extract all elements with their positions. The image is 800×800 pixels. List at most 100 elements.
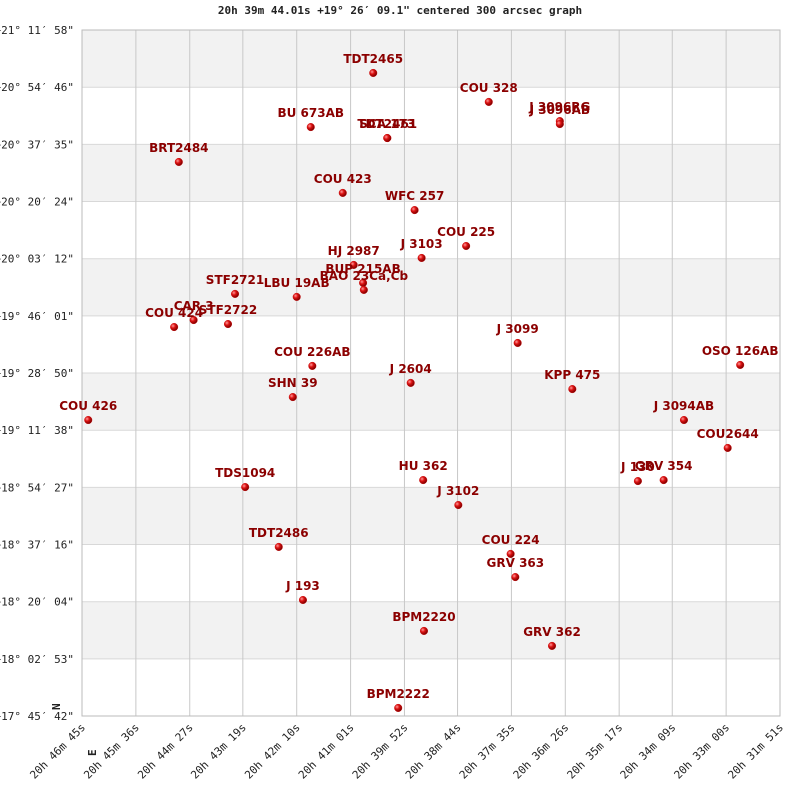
star-label: J 2604	[389, 362, 432, 376]
star-point	[419, 476, 428, 485]
band	[82, 487, 780, 545]
star-point	[736, 360, 745, 369]
star-label: BUP 215AB	[325, 262, 400, 276]
band	[82, 601, 780, 659]
y-tick-label: +20° 37′ 35"	[0, 138, 74, 151]
star-label: HJ 2987	[328, 244, 380, 258]
y-tick-label: +18° 02′ 53"	[0, 653, 74, 666]
star-point	[462, 241, 471, 250]
star-point	[349, 260, 358, 269]
star-point	[394, 703, 403, 712]
star-label: J 3094AB	[653, 399, 714, 413]
star-point	[338, 188, 347, 197]
star-label: GRV 354	[635, 459, 693, 473]
band	[82, 372, 780, 431]
star-point	[548, 641, 557, 650]
star-label: J 3102	[436, 484, 479, 498]
star-label: J 3096RG	[528, 100, 590, 114]
star-point	[410, 206, 419, 215]
star-point	[306, 123, 315, 132]
star-point	[224, 320, 233, 329]
x-tick-label: 20h 37m 35s	[457, 721, 518, 782]
star-point	[292, 292, 301, 301]
x-tick-label: 20h 46m 45s	[27, 721, 88, 782]
x-tick-label: 20h 41m 01s	[296, 721, 357, 782]
star-point	[274, 542, 283, 551]
star-label: TDS1094	[215, 466, 275, 480]
star-point	[189, 316, 198, 325]
star-label: LBU 19AB	[264, 276, 330, 290]
star-label: SCA 173	[359, 117, 415, 131]
star-point	[511, 573, 520, 582]
band	[82, 144, 780, 202]
chart-title: 20h 39m 44.01s +19° 26′ 09.1" centered 3…	[218, 4, 582, 17]
y-tick-label: +19° 11′ 38"	[0, 424, 74, 437]
plot-frame	[81, 29, 781, 717]
star-label: BRT2484	[149, 141, 208, 155]
star-label: CAR 3	[174, 299, 214, 313]
star-label: COU 424	[145, 306, 203, 320]
bands	[82, 30, 780, 659]
star-label: COU2644	[697, 427, 759, 441]
star-point	[369, 68, 378, 77]
star-label: BPM2220	[392, 610, 455, 624]
x-tick-label: 20h 33m 00s	[672, 721, 733, 782]
star-point	[298, 596, 307, 605]
star-point	[383, 134, 392, 143]
star-point	[170, 323, 179, 332]
star-point	[359, 285, 368, 294]
star-label: OSO 126AB	[702, 344, 779, 358]
star-point	[288, 393, 297, 402]
band	[82, 30, 780, 88]
x-tick-label: 20h 36m 26s	[511, 721, 572, 782]
y-tick-label: +19° 46′ 01"	[0, 310, 74, 323]
star-point	[84, 416, 93, 425]
star-point	[174, 157, 183, 166]
y-tick-label: +20° 20′ 24"	[0, 195, 74, 208]
star-point	[633, 477, 642, 486]
star-label: STF2721	[206, 273, 264, 287]
star-label: HU 362	[399, 459, 448, 473]
compass-east: E	[86, 749, 99, 756]
x-tick-label: 20h 38m 44s	[403, 721, 464, 782]
x-tick-label: 20h 39m 52s	[350, 721, 411, 782]
band	[82, 258, 780, 316]
star-label: J 130	[620, 460, 655, 474]
star-label: J 3099	[496, 322, 539, 336]
star-label: GRV 363	[487, 556, 545, 570]
y-tick-label: +20° 54′ 46"	[0, 81, 74, 94]
star-label: BU 673AB	[277, 106, 344, 120]
star-point	[568, 385, 577, 394]
star-label: COU 224	[482, 533, 540, 547]
x-tick-label: 20h 35m 17s	[565, 721, 626, 782]
x-tick-label: 20h 42m 10s	[242, 721, 303, 782]
y-tick-label: +18° 37′ 16"	[0, 539, 74, 552]
star-label: COU 426	[59, 399, 117, 413]
star-point	[659, 476, 668, 485]
star-label: COU 423	[314, 172, 372, 186]
y-tick-label: +19° 28′ 50"	[0, 367, 74, 380]
star-point	[308, 361, 317, 370]
star-label: WFC 257	[385, 189, 444, 203]
y-tick-label: +21° 11′ 58"	[0, 24, 74, 37]
star-point	[406, 378, 415, 387]
star-label: COU 225	[437, 225, 495, 239]
star-point	[555, 120, 564, 129]
y-tick-label: +20° 03′ 12"	[0, 253, 74, 266]
x-tick-label: 20h 44m 27s	[135, 721, 196, 782]
star-label: J 3096AB	[529, 103, 590, 117]
star-point	[241, 483, 250, 492]
star-point	[679, 416, 688, 425]
x-tick-label: 20h 34m 09s	[618, 721, 679, 782]
star-label: TDT2486	[249, 526, 309, 540]
x-tick-label: 20h 43m 19s	[188, 721, 249, 782]
x-tick-label: 20h 31m 51s	[725, 721, 786, 782]
star-label: TDT2465	[343, 52, 403, 66]
star-point	[513, 338, 522, 347]
star-label: STF2722	[199, 303, 257, 317]
y-tick-label: +18° 54′ 27"	[0, 481, 74, 494]
star-label: GRV 362	[523, 625, 581, 639]
